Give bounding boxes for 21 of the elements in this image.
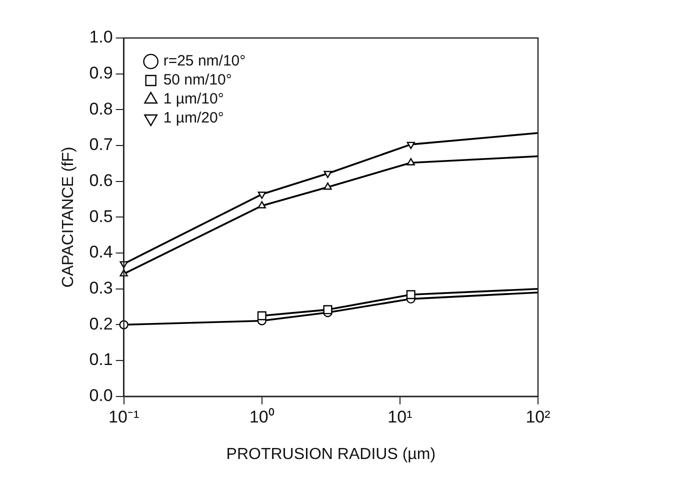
y-tick-label: 0.1 [89, 350, 113, 370]
legend-label: r=25 nm/10° [163, 52, 246, 70]
legend-label: 1 µm/20° [163, 110, 224, 127]
y-tick-label: 1.0 [89, 28, 113, 47]
y-tick-label: 0.3 [89, 278, 113, 298]
x-tick-label: 10⁰ [249, 407, 274, 426]
x-axis-title: PROTRUSION RADIUS (µm) [226, 446, 436, 463]
y-tick-label: 0.9 [89, 64, 113, 83]
y-tick-label: 0.4 [89, 242, 113, 262]
legend-label: 1 µm/10° [163, 90, 224, 108]
x-tick-label: 10² [526, 407, 551, 426]
y-tick-label: 0.5 [89, 206, 113, 226]
x-tick-label: 10¹ [388, 407, 413, 426]
y-tick-label: 0.8 [89, 99, 113, 118]
y-tick-label: 0.2 [89, 314, 113, 334]
x-tick-label: 10⁻¹ [108, 407, 140, 426]
y-tick-label: 0.0 [89, 386, 113, 406]
legend-label: 50 nm/10° [163, 72, 232, 89]
y-axis-title: CAPACITANCE (fF) [60, 146, 78, 288]
y-tick-label: 0.7 [89, 135, 113, 154]
y-tick-label: 0.6 [89, 171, 113, 190]
